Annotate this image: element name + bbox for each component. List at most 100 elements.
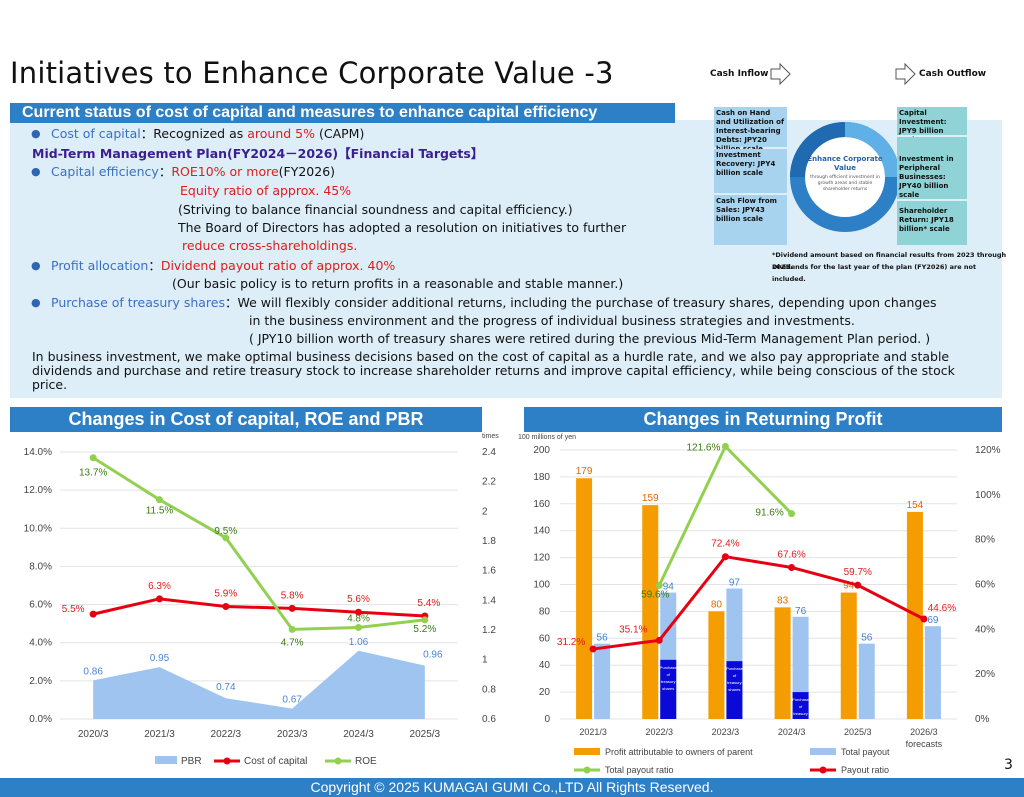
x-tick-label: 2025/3 [844,727,872,737]
treasury-bar-label: shares [728,687,740,692]
pa-colon: ： [148,258,161,273]
roe-line [92,456,426,631]
treasury-bar [792,692,809,719]
payout-ratio-point [920,615,928,623]
ce-label: Capital efficiency [51,164,159,179]
treasury-bar-label: treasury [661,679,675,684]
cash-outflow-icon [895,62,916,86]
center-subtitle: through efficient investment in growth a… [810,175,880,192]
legend-pbr-label: PBR [181,756,202,767]
ts-line1: ：We will flexibly consider additional re… [224,295,937,310]
roe-data-label: 5.2% [413,624,436,635]
payout-bar [858,643,875,719]
profit-bar [774,607,791,719]
y-left-tick-label: 140 [533,526,550,537]
striving-text: (Striving to balance financial soundness… [178,202,573,217]
y-right-tick-label: 0% [975,714,990,725]
y-right-tick-label: 80% [975,535,995,546]
pbr-data-label: 0.74 [216,682,236,693]
coc-data-label: 5.4% [417,598,440,609]
y-left-tick-label: 12.0% [24,485,52,496]
profit-bar-label: 154 [907,500,924,511]
ce-value: ROE10% or more [171,164,279,179]
roe-point [421,616,429,624]
treasury-bar-label: shares [662,686,674,691]
treasury-bar-label: of [799,704,803,709]
coc-data-label: 6.3% [148,581,171,592]
legend-pbr-swatch [155,756,177,764]
legend-payout-swatch [810,748,836,755]
coc-text-a: ：Recognized as [140,126,248,141]
roe-data-label: 13.7% [79,468,107,479]
box-cash-flow-sales: Cash Flow from Sales: JPY43 billion scal… [714,195,787,245]
payout-ratio-label: 59.7% [844,567,872,578]
treasury-bar-label: shares [795,718,807,723]
total-payout-ratio-label: 91.6% [755,508,783,519]
capital-efficiency-line: Capital efficiency：ROE10% or more(FY2026… [31,164,335,180]
treasury-bar-label: Purchase [726,666,744,671]
left-chart-banner: Changes in Cost of capital, ROE and PBR [10,407,482,432]
total-payout-ratio-label: 121.6% [686,442,720,453]
total-payout-ratio-point [655,581,663,589]
payout-ratio-point [854,581,862,589]
roe-point [355,623,362,631]
box-investment-recovery: Investment Recovery: JPY4 billion scale [714,149,787,193]
status-banner: Current status of cost of capital and me… [10,103,675,123]
legend-coc-label: Cost of capital [244,756,307,767]
y-right-tick-label: 40% [975,624,995,635]
payout-bar-label: 56 [861,633,873,644]
profit-bar-label: 179 [576,466,593,477]
roe-data-label: 9.5% [214,526,237,537]
y-left-tick-label: 80 [539,606,551,617]
payout-ratio-label: 72.4% [711,539,739,550]
diagram-note-1: *Dividend amount based on financial resu… [772,251,1007,271]
y-right-tick-label: 2.2 [482,477,496,488]
legend-tpr-marker [583,766,591,774]
y-right-tick-label: 1.2 [482,625,496,636]
payout-ratio-point [655,636,663,644]
profit-bar [708,611,725,719]
y-left-tick-label: 160 [533,499,550,510]
cost-of-capital-line: Cost of capital：Recognized as around 5% … [31,126,364,142]
treasury-bar-label: of [733,673,737,678]
legend-roe-marker [334,757,342,765]
x-tick-label: 2024/3 [778,727,806,737]
right-chart-banner: Changes in Returning Profit [524,407,1002,432]
pbr-data-label: 0.96 [423,650,443,661]
y-right-tick-label: 2.4 [482,447,496,458]
profit-allocation-line: Profit allocation：Dividend payout ratio … [31,258,395,274]
profit-bar-label: 83 [777,595,789,606]
legend-profit-swatch [574,748,600,755]
center-title: Enhance Corporate Value [807,155,883,172]
x-tick-label: 2021/3 [144,729,175,740]
legend-pr-marker [819,766,827,774]
treasury-bar-label: Purchase [792,697,810,702]
total-payout-ratio-point [788,510,796,518]
y-left-tick-label: 2.0% [29,676,52,687]
coc-value: around 5% [247,126,316,141]
y-left-unit-label: 100 millions of yen [518,434,576,441]
pbr-data-label: 1.06 [349,637,369,648]
coc-point [222,602,230,610]
x-tick-label: 2024/3 [343,729,374,740]
mtp-heading: Mid-Term Management Plan(FY2024－2026)【Fi… [32,146,484,161]
y-left-tick-label: 0 [544,714,550,725]
profit-bar [576,478,593,719]
treasury-bar-label: of [667,672,671,677]
payout-bar-label: 56 [597,633,609,644]
treasury-bar-label: Purchase [660,665,678,670]
y-left-tick-label: 6.0% [29,600,52,611]
x-tick-label: 2025/3 [410,729,441,740]
pbr-data-label: 0.86 [83,666,103,677]
payout-ratio-label: 31.2% [557,637,585,648]
payout-ratio-label: 67.6% [777,549,805,560]
ts-label: Purchase of treasury shares [51,295,225,310]
x-tick-label: 2023/3 [277,729,308,740]
coc-point [89,610,97,618]
y-left-tick-label: 60 [539,633,551,644]
y-right-tick-label: 1.8 [482,536,496,547]
pbr-data-label: 0.67 [282,695,302,706]
coc-point [288,604,296,612]
payout-ratio-line [592,555,925,651]
ts-line2: in the business environment and the prog… [249,313,855,328]
